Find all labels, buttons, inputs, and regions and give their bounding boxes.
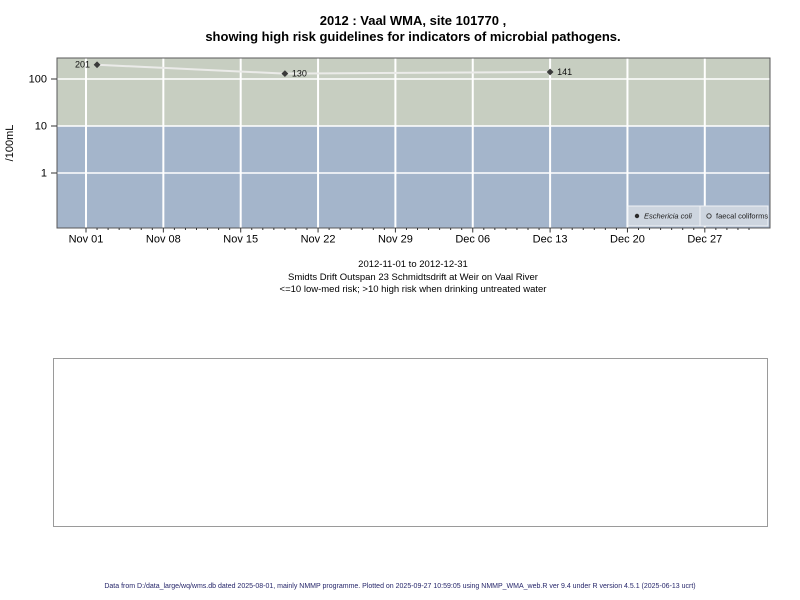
chart-title: 2012 : Vaal WMA, site 101770 , showing h… <box>13 13 800 45</box>
data-point-marker <box>281 70 289 78</box>
legend-open-circle-icon <box>706 213 712 219</box>
chart-subtitle: 2012-11-01 to 2012-12-31 Smidts Drift Ou… <box>13 259 800 297</box>
x-tick-label: Nov 15 <box>223 234 258 246</box>
x-tick-label: Dec 13 <box>533 234 568 246</box>
data-point-label: 141 <box>557 67 572 77</box>
y-tick-label: 10 <box>35 121 47 133</box>
data-point-label: 201 <box>75 60 90 70</box>
empty-notes-panel <box>53 358 768 527</box>
data-point-marker <box>93 61 101 69</box>
risk-chart: 201 130 141 Nov 01 Nov 08 Nov 15 Nov 22 Nov 29 D… <box>4 57 771 246</box>
x-tick-label: Nov 29 <box>378 234 413 246</box>
y-tick-label: 1 <box>41 168 47 180</box>
x-tick-label: Nov 01 <box>69 234 104 246</box>
subtitle-risk-rule: <=10 low-med risk; >10 high risk when dr… <box>279 284 547 295</box>
legend-box <box>699 205 769 227</box>
x-tick-label: Dec 20 <box>610 234 645 246</box>
chart-title-line1: 2012 : Vaal WMA, site 101770 , <box>319 13 507 28</box>
y-tick-label: 100 <box>29 74 47 86</box>
x-tick-label: Nov 08 <box>146 234 181 246</box>
data-point-label: 130 <box>292 69 307 79</box>
data-point-marker <box>546 68 554 76</box>
x-tick-label: Dec 27 <box>687 234 722 246</box>
x-tick-label: Nov 22 <box>301 234 336 246</box>
legend-label: Eschericia coli <box>644 212 692 221</box>
subtitle-date-range: 2012-11-01 to 2012-12-31 <box>358 259 468 270</box>
x-tick-label: Dec 06 <box>455 234 490 246</box>
legend-label: faecal coliforms <box>716 212 768 221</box>
y-axis-title: /100mL <box>4 125 16 162</box>
plot-border <box>56 57 771 229</box>
provenance-footer: Data from D:/data_large/wq/wms.db dated … <box>104 583 696 590</box>
subtitle-site-name: Smidts Drift Outspan 23 Schmidtsdrift at… <box>288 271 538 283</box>
legend-filled-circle-icon <box>634 213 640 219</box>
chart-title-line2: showing high risk guidelines for indicat… <box>205 29 621 44</box>
